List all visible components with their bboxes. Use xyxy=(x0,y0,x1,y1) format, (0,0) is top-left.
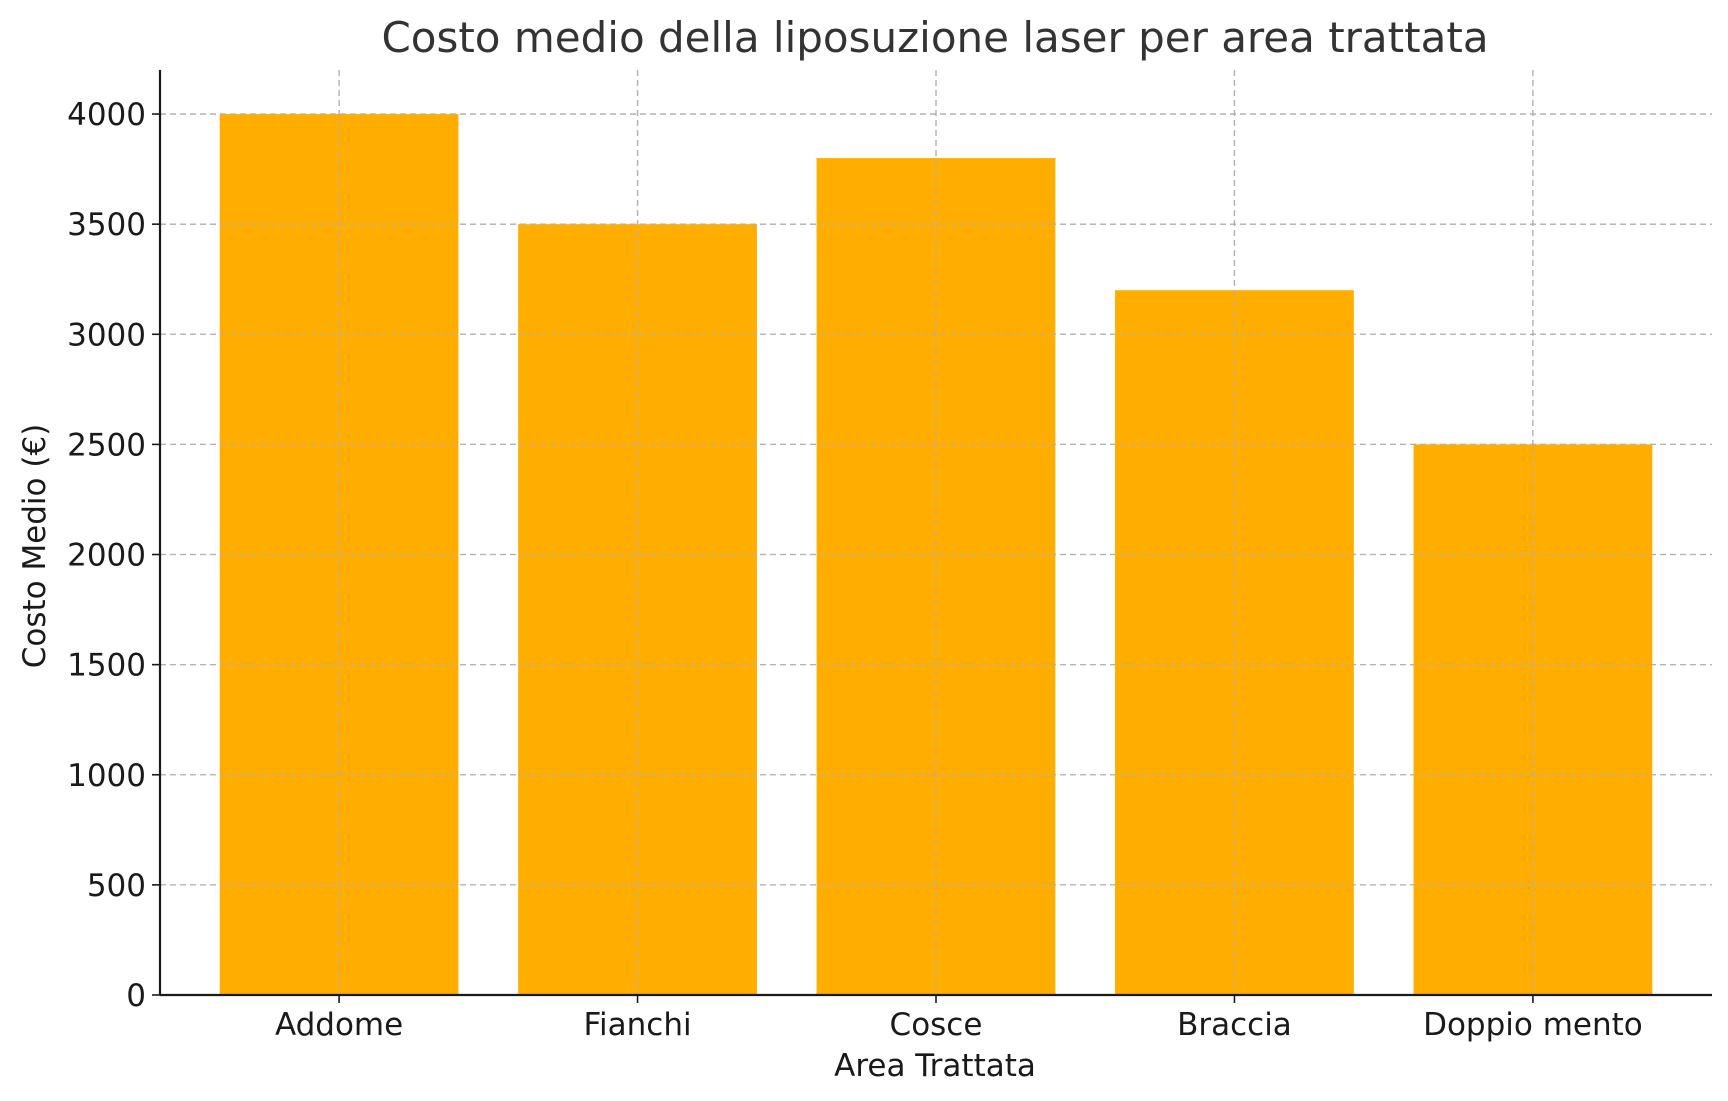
x-tick-labels: Addome Fianchi Cosce Braccia Doppio mento xyxy=(275,1007,1643,1043)
x-tick-label: Fianchi xyxy=(583,1007,691,1043)
axes xyxy=(152,70,1712,1003)
y-tick-label: 3500 xyxy=(67,207,146,243)
y-tick-label: 1000 xyxy=(67,758,146,794)
y-tick-labels: 0 500 1000 1500 2000 2500 3000 3500 4000 xyxy=(67,97,146,1014)
y-tick-label: 3000 xyxy=(67,317,146,353)
x-tick-label: Doppio mento xyxy=(1423,1007,1643,1043)
x-tick-label: Addome xyxy=(275,1007,403,1043)
y-tick-label: 1500 xyxy=(67,648,146,684)
x-axis-label: Area Trattata xyxy=(834,1048,1036,1084)
chart-title: Costo medio della liposuzione laser per … xyxy=(381,13,1488,62)
x-tick-label: Cosce xyxy=(890,1007,983,1043)
y-tick-label: 4000 xyxy=(67,97,146,133)
y-axis-label: Costo Medio (€) xyxy=(17,424,53,669)
bars xyxy=(160,70,1712,996)
y-tick-label: 500 xyxy=(87,868,146,904)
y-tick-label: 2000 xyxy=(67,538,146,574)
bar-fianchi xyxy=(518,224,757,995)
x-tick-label: Braccia xyxy=(1177,1007,1292,1043)
y-tick-label: 2500 xyxy=(67,427,146,463)
y-tick-label: 0 xyxy=(126,978,146,1014)
